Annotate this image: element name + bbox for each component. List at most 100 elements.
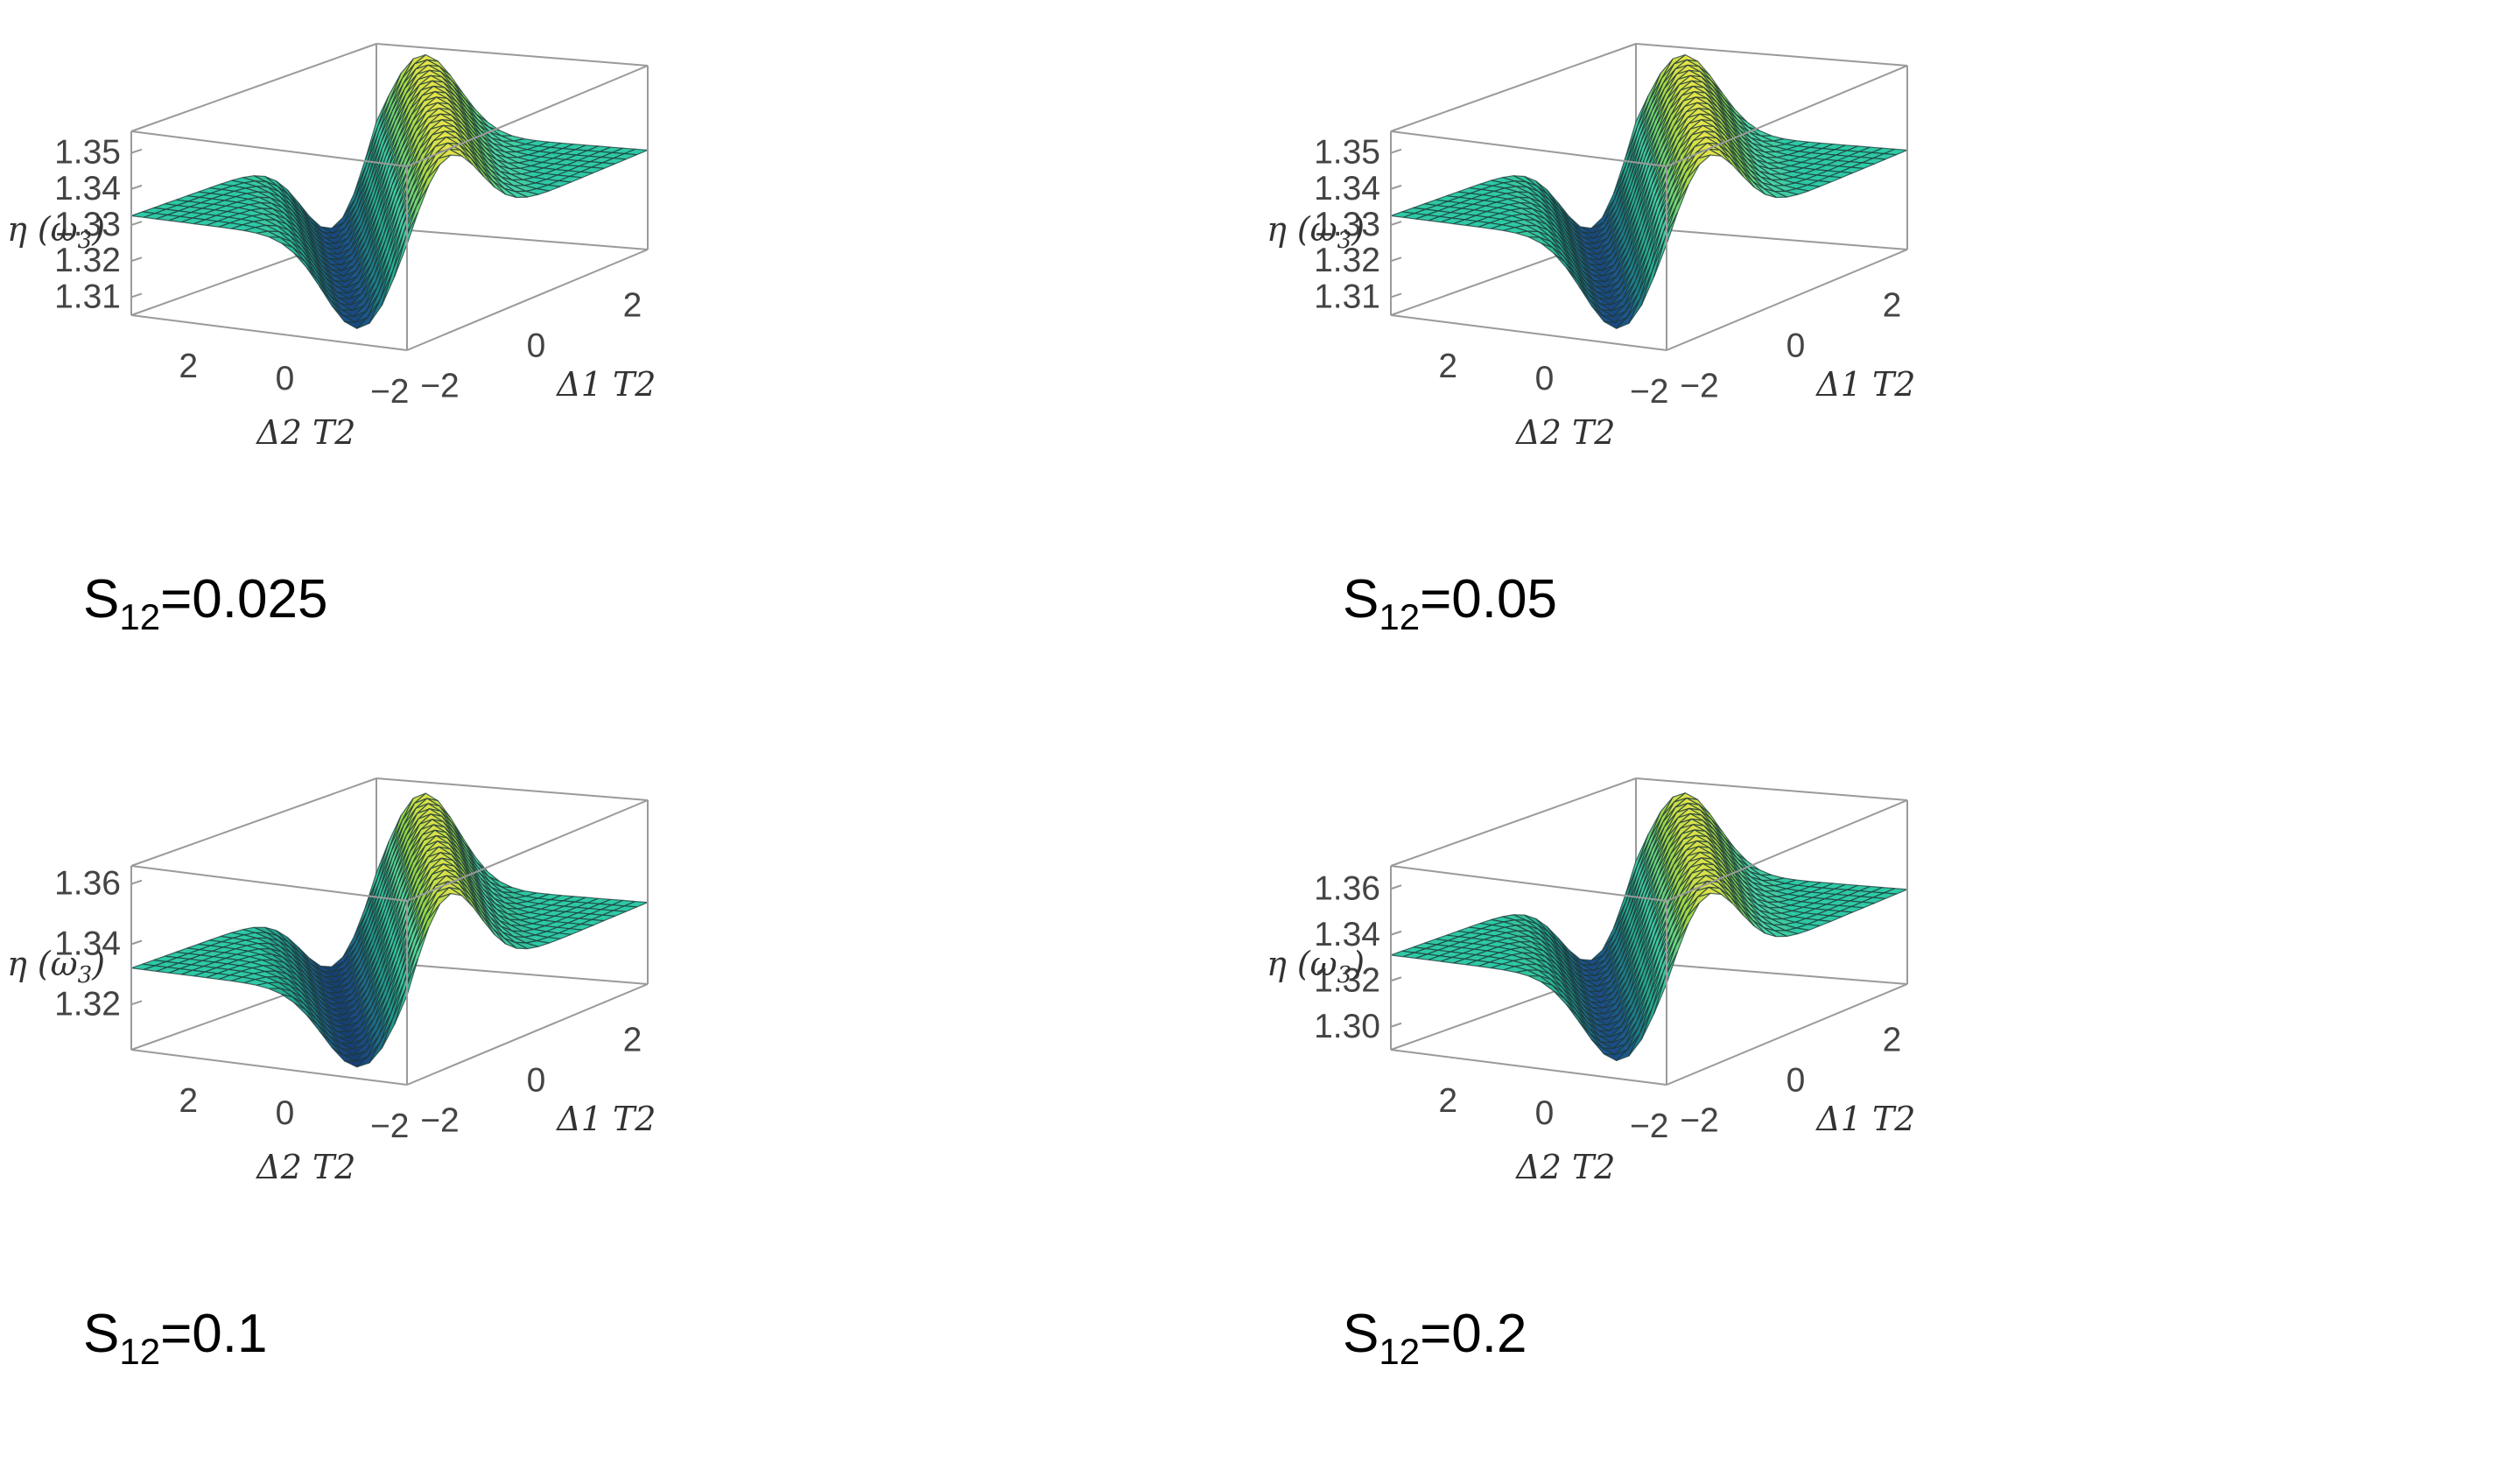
- box-edge: [1390, 1049, 1667, 1086]
- y-axis-label: Δ2 T2: [1514, 413, 1615, 452]
- x-tick-label: −2: [420, 368, 459, 405]
- y-tick-label: 0: [1535, 1094, 1555, 1132]
- x-tick-label: 0: [527, 1062, 546, 1100]
- box-edge: [1635, 777, 1908, 801]
- y-tick-label: −2: [1630, 1108, 1668, 1145]
- z-tick-mark: [130, 1000, 143, 1006]
- box-edge: [1666, 249, 1908, 351]
- z-tick-label: 1.31: [54, 278, 121, 315]
- z-axis-label-main: η (ω: [7, 210, 78, 249]
- y-tick-label: 0: [276, 1094, 295, 1132]
- z-tick-label: 1.36: [54, 865, 121, 903]
- z-tick-label: 1.36: [1314, 869, 1380, 907]
- surface-plot-panel-1: 1.35 1.34 1.33 1.32 1.31 η (ω3) 2 0 −2 −2 0 2 Δ2 T2 Δ…: [0, 0, 1260, 735]
- x-axis-ticks: −2 0 2: [1680, 287, 1901, 405]
- bounding-box-front: [1390, 65, 1908, 351]
- caption-main: S: [1343, 569, 1379, 629]
- box-edge: [1635, 227, 1908, 250]
- y-axis-ticks: 2 0 −2: [179, 1082, 409, 1145]
- caption-value: =0.1: [160, 1304, 267, 1364]
- x-axis-ticks: −2 0 2: [420, 287, 642, 405]
- z-tick-label: 1.34: [1314, 170, 1380, 207]
- z-axis-label-sub: 3: [1337, 228, 1352, 254]
- caption-main: S: [1343, 1304, 1379, 1364]
- surface-plot-svg: 1.36 1.34 1.32 1.30 η (ω3) 2 0 −2 −2 0 2 Δ2 T2 Δ1 T2…: [1267, 777, 1915, 1372]
- box-edge: [130, 314, 408, 351]
- bounding-box-front: [1390, 799, 1908, 1086]
- z-tick-mark: [130, 257, 143, 263]
- box-edge: [130, 777, 377, 867]
- z-tick-label: 1.33: [1314, 206, 1380, 243]
- z-tick-label: 1.32: [1314, 961, 1380, 999]
- box-edge: [376, 43, 649, 67]
- y-tick-label: 2: [179, 1082, 198, 1120]
- box-edge: [406, 983, 649, 1086]
- x-axis-label: Δ1 T2: [1815, 1100, 1915, 1138]
- x-tick-label: −2: [420, 1102, 459, 1140]
- box-edge: [376, 777, 649, 801]
- z-tick-mark: [1390, 292, 1402, 299]
- y-axis-label: Δ2 T2: [1514, 1148, 1615, 1186]
- z-tick-mark: [1390, 884, 1402, 890]
- z-axis-label-main: η (ω: [7, 945, 78, 983]
- z-tick-mark: [1390, 184, 1402, 190]
- x-axis-label: Δ1 T2: [1815, 365, 1915, 404]
- bounding-box-front: [130, 65, 649, 351]
- z-tick-label: 1.32: [1314, 242, 1380, 279]
- z-axis-ticks: 1.351.341.331.321.31: [1314, 134, 1402, 315]
- x-tick-label: 0: [1786, 1062, 1806, 1100]
- bounding-box: [130, 777, 649, 1051]
- z-axis-label: η (ω3): [1267, 210, 1365, 254]
- z-tick-label: 1.33: [54, 206, 121, 243]
- y-axis-label: Δ2 T2: [255, 1148, 355, 1186]
- surface-mesh: [1390, 791, 1908, 1062]
- box-edge: [130, 1049, 408, 1086]
- z-tick-mark: [130, 939, 143, 946]
- z-tick-label: 1.34: [54, 925, 121, 963]
- caption-value: =0.2: [1420, 1304, 1527, 1364]
- caption-sub: 12: [1379, 596, 1420, 637]
- caption-value: =0.05: [1420, 569, 1557, 629]
- z-tick-label: 1.32: [54, 242, 121, 279]
- z-axis-label-end: ): [91, 210, 105, 249]
- y-tick-label: 2: [1438, 348, 1457, 385]
- box-edge: [1390, 777, 1637, 867]
- box-edge: [1390, 43, 1637, 132]
- surface-plot-panel-2: 1.35 1.34 1.33 1.32 1.31 η (ω3) 2 0 −2 −2 0 2 Δ2 T2 Δ…: [1260, 0, 2519, 735]
- z-tick-label: 1.34: [1314, 916, 1380, 953]
- box-edge: [376, 227, 649, 250]
- z-axis-label-end: ): [1351, 210, 1365, 249]
- caption-sub: 12: [1379, 1331, 1420, 1372]
- box-edge: [406, 65, 649, 167]
- y-tick-label: −2: [370, 1108, 409, 1145]
- y-axis-label: Δ2 T2: [255, 413, 355, 452]
- z-axis-label-sub: 3: [78, 228, 93, 254]
- box-edge: [130, 43, 377, 132]
- x-tick-label: −2: [1680, 368, 1718, 405]
- z-axis-ticks: 1.351.341.331.321.31: [54, 134, 143, 315]
- z-axis-label-main: η (ω: [1267, 210, 1337, 249]
- box-edge: [130, 865, 408, 902]
- x-tick-label: −2: [1680, 1102, 1718, 1140]
- box-edge: [406, 799, 649, 902]
- x-tick-label: 2: [1883, 1022, 1902, 1059]
- z-axis-ticks: 1.36 1.34 1.32: [54, 865, 143, 1023]
- caption-main: S: [83, 1304, 119, 1364]
- z-axis-label: η (ω3): [1267, 945, 1365, 988]
- box-edge: [406, 249, 649, 351]
- z-tick-label: 1.35: [1314, 134, 1380, 172]
- panel-caption: S12=0.2: [1343, 1304, 1527, 1372]
- surface-mesh: [1390, 53, 1908, 329]
- box-edge: [1390, 130, 1667, 167]
- surface-plot-svg: 1.36 1.34 1.32η (ω3) 2 0 −2 −2 0 2 Δ2 T2 Δ1 T2 S12=…: [7, 777, 656, 1372]
- box-edge: [1390, 314, 1667, 351]
- box-edge: [1666, 65, 1908, 167]
- y-tick-label: 2: [1438, 1082, 1457, 1120]
- z-tick-mark: [1390, 148, 1402, 154]
- z-tick-label: 1.30: [1314, 1008, 1380, 1045]
- z-axis-label-sub: 3: [1337, 962, 1352, 988]
- z-tick-mark: [1390, 1022, 1402, 1028]
- box-edge: [376, 961, 649, 985]
- z-tick-mark: [130, 292, 143, 299]
